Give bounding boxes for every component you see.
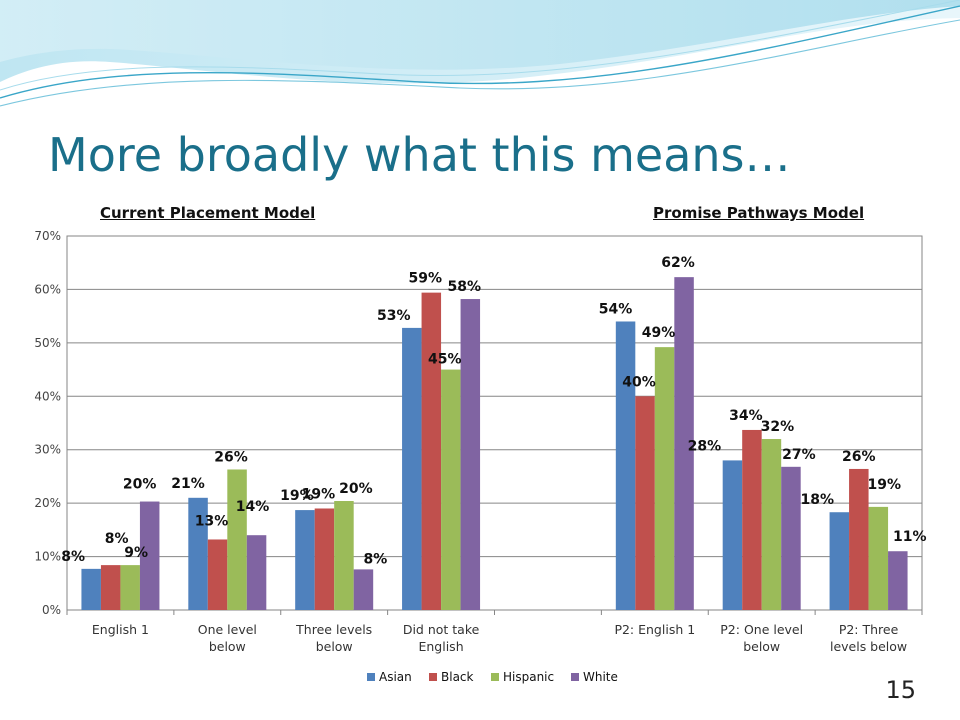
- category-labels: English 1 One level below Three levels below…: [92, 622, 907, 654]
- slide-number: 15: [885, 676, 916, 704]
- y-tick-label: 60%: [34, 282, 61, 296]
- data-label: 34%: [729, 408, 763, 424]
- bars: [81, 277, 908, 610]
- legend-entry: Asian: [379, 670, 412, 684]
- category-label: English: [418, 639, 463, 654]
- bar-black: [742, 429, 762, 610]
- bar-hispanic: [761, 439, 782, 610]
- legend-entry: Black: [441, 670, 474, 684]
- bar-hispanic: [441, 369, 461, 610]
- y-tick-label: 70%: [34, 229, 61, 243]
- category-label: P2: Three: [839, 622, 899, 637]
- data-label: 40%: [622, 374, 656, 390]
- bar-hispanic: [654, 347, 675, 610]
- data-label: 26%: [842, 449, 876, 465]
- y-axis-ticks: 0% 10% 20% 30% 40% 50% 60% 70%: [34, 229, 61, 617]
- data-label: 58%: [448, 279, 482, 295]
- category-label: below: [209, 639, 246, 654]
- category-label: P2: English 1: [614, 622, 695, 637]
- legend-swatch: [429, 673, 437, 681]
- bar-black: [849, 468, 869, 610]
- bar-asian: [81, 568, 101, 610]
- bar-asian: [615, 321, 636, 610]
- bar-black: [421, 292, 442, 610]
- data-label: 62%: [661, 255, 695, 271]
- data-label: 18%: [801, 492, 835, 508]
- legend-swatch: [367, 673, 375, 681]
- legend-entry: Hispanic: [503, 670, 554, 684]
- bar-hispanic: [868, 506, 889, 610]
- slide-title: More broadly what this means…: [48, 128, 791, 182]
- y-tick-label: 10%: [34, 550, 61, 564]
- legend: Asian Black Hispanic White: [367, 670, 618, 684]
- category-label: below: [743, 639, 780, 654]
- legend-swatch: [571, 673, 579, 681]
- bar-white: [460, 299, 481, 610]
- bar-black: [314, 508, 335, 610]
- data-label: 20%: [123, 477, 157, 493]
- category-label: One level: [198, 622, 257, 637]
- bar-asian: [829, 512, 850, 610]
- bar-asian: [402, 327, 422, 610]
- bar-white: [888, 551, 908, 610]
- category-label: English 1: [92, 622, 149, 637]
- category-label: levels below: [830, 639, 907, 654]
- current-placement-model-heading: Current Placement Model: [100, 204, 316, 222]
- data-label: 49%: [642, 325, 676, 341]
- data-label: 8%: [364, 551, 388, 567]
- category-label: P2: One level: [720, 622, 803, 637]
- bar-white: [139, 501, 160, 610]
- data-label: 20%: [339, 481, 373, 497]
- bar-hispanic: [334, 501, 354, 610]
- bar-asian: [722, 460, 743, 610]
- data-label: 54%: [599, 301, 633, 317]
- bar-hispanic: [227, 469, 247, 610]
- data-label: 11%: [893, 529, 927, 545]
- y-tick-label: 40%: [34, 389, 61, 403]
- y-tick-label: 20%: [34, 496, 61, 510]
- bar-black: [207, 539, 228, 610]
- bar-white: [353, 569, 374, 610]
- bar-black: [635, 396, 655, 610]
- y-tick-label: 0%: [42, 603, 61, 617]
- bar-white: [246, 535, 267, 610]
- bar-white: [674, 277, 694, 610]
- data-label: 53%: [377, 308, 411, 324]
- y-tick-label: 30%: [34, 443, 61, 457]
- data-labels: 8% 21% 19% 53% 54% 28% 18% 8% 13% 19% 59% 40% 34% 26%…: [61, 255, 926, 567]
- data-label: 28%: [688, 438, 722, 454]
- data-label: 27%: [782, 447, 816, 463]
- bar-asian: [295, 510, 315, 610]
- category-label: Three levels: [295, 622, 372, 637]
- data-label: 59%: [409, 271, 443, 287]
- data-label: 13%: [195, 513, 229, 529]
- y-tick-label: 50%: [34, 336, 61, 350]
- bar-asian: [188, 497, 208, 610]
- data-label: 14%: [236, 499, 270, 515]
- data-label: 8%: [61, 549, 85, 565]
- bar-hispanic: [120, 565, 140, 610]
- data-label: 9%: [124, 545, 148, 561]
- category-label: below: [316, 639, 353, 654]
- legend-swatch: [491, 673, 499, 681]
- data-label: 32%: [761, 419, 795, 435]
- data-label: 45%: [428, 352, 462, 368]
- data-label: 19%: [302, 486, 336, 502]
- legend-entry: White: [583, 670, 618, 684]
- category-label: Did not take: [403, 622, 480, 637]
- data-label: 8%: [105, 531, 129, 547]
- data-label: 19%: [868, 477, 902, 493]
- promise-pathways-model-heading: Promise Pathways Model: [653, 204, 865, 222]
- data-label: 26%: [214, 449, 248, 465]
- bar-black: [100, 565, 121, 610]
- data-label: 19%: [280, 488, 314, 504]
- bar-white: [781, 466, 801, 610]
- data-label: 21%: [171, 476, 205, 492]
